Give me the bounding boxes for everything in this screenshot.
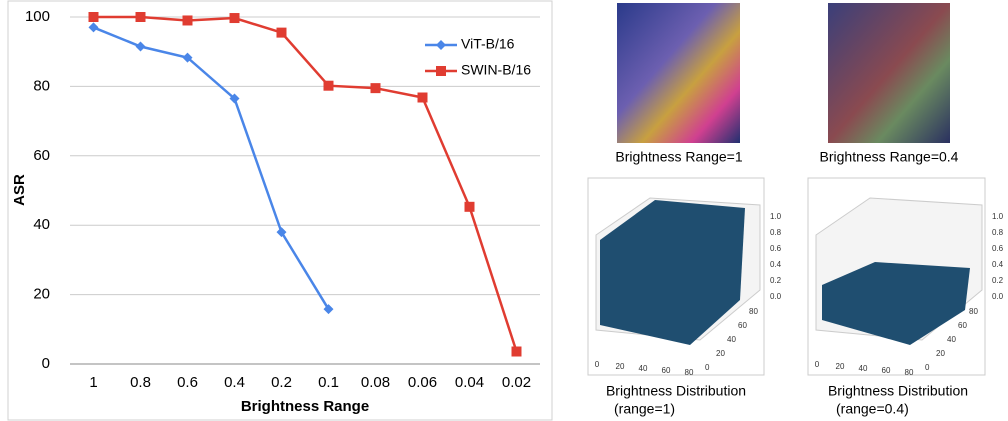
- x-tick-label: 40: [859, 364, 868, 373]
- caption: Brightness Distribution: [606, 383, 746, 399]
- marker: [464, 201, 475, 212]
- z-tick-label: 0.8: [992, 228, 1004, 237]
- marker: [370, 83, 381, 94]
- marker: [229, 93, 240, 104]
- surface: [822, 262, 970, 345]
- y-tick-label: 20: [33, 286, 50, 303]
- y-axis-title: ASR: [11, 174, 28, 206]
- z-tick-label: 0.2: [770, 276, 782, 285]
- z-tick-label: 0.6: [992, 244, 1004, 253]
- y-tick-label: 20: [716, 349, 725, 358]
- y-tick-label: 100: [25, 8, 50, 25]
- x-axis-title: Brightness Range: [241, 398, 369, 415]
- z-tick-label: 0.6: [770, 244, 782, 253]
- marker: [511, 346, 522, 357]
- z-tick-label: 0.4: [770, 260, 782, 269]
- y-tick-label: 60: [958, 321, 967, 330]
- y-tick-label: 80: [749, 307, 758, 316]
- caption: (range=0.4): [836, 401, 909, 417]
- y-tick-label: 20: [936, 349, 945, 358]
- x-tick-label: 0.08: [361, 374, 390, 391]
- marker: [88, 22, 99, 33]
- y-tick-label: 40: [727, 335, 736, 344]
- marker: [182, 15, 193, 26]
- marker: [323, 304, 334, 315]
- x-tick-label: 1: [89, 374, 97, 391]
- x-tick-label: 0: [815, 360, 820, 369]
- y-tick-label: 40: [33, 216, 50, 233]
- x-tick-label: 0.6: [177, 374, 198, 391]
- y-tick-label: 40: [947, 335, 956, 344]
- legend-label: ViT-B/16: [461, 36, 515, 52]
- x-tick-label: 60: [662, 366, 671, 375]
- x-tick-label: 0.4: [224, 374, 245, 391]
- x-tick-label: 0: [595, 360, 600, 369]
- adversarial-image: [617, 3, 740, 143]
- x-tick-label: 0.06: [408, 374, 437, 391]
- z-tick-label: 1.0: [770, 212, 782, 221]
- y-tick-label: 0: [42, 355, 50, 372]
- x-tick-label: 0.8: [130, 374, 151, 391]
- x-tick-label: 0.1: [318, 374, 339, 391]
- x-tick-label: 60: [882, 366, 891, 375]
- marker: [276, 27, 287, 38]
- y-tick-label: 60: [33, 147, 50, 164]
- x-tick-label: 40: [639, 364, 648, 373]
- marker: [323, 80, 334, 91]
- y-tick-label: 80: [33, 77, 50, 94]
- caption: (range=1): [614, 401, 675, 417]
- surface-plot: Brightness Distribution (range=1): [587, 177, 765, 417]
- x-tick-label: 80: [905, 368, 914, 377]
- marker: [135, 41, 146, 52]
- caption: Brightness Distribution: [828, 383, 968, 399]
- z-tick-label: 0.0: [770, 292, 782, 301]
- caption: Brightness Range=0.4: [820, 149, 959, 165]
- y-tick-label: 60: [738, 321, 747, 330]
- marker: [88, 12, 99, 22]
- z-tick-label: 0.4: [992, 260, 1004, 269]
- surface: [600, 200, 745, 345]
- y-tick-label: 0: [925, 363, 930, 372]
- z-tick-label: 0.2: [992, 276, 1004, 285]
- marker: [436, 66, 446, 76]
- series-line: [93, 26, 330, 310]
- marker: [135, 12, 146, 22]
- x-tick-label: 0.04: [455, 374, 484, 391]
- marker: [229, 13, 240, 24]
- y-tick-label: 80: [969, 307, 978, 316]
- z-tick-label: 0.0: [992, 292, 1004, 301]
- x-tick-label: 20: [836, 362, 845, 371]
- x-tick-label: 20: [616, 362, 625, 371]
- adversarial-image: [828, 3, 950, 143]
- z-tick-label: 0.8: [770, 228, 782, 237]
- x-tick-label: 0.02: [502, 374, 531, 391]
- marker: [436, 40, 446, 50]
- marker: [417, 92, 428, 103]
- x-tick-label: 0.2: [271, 374, 292, 391]
- marker: [182, 52, 193, 63]
- y-tick-label: 0: [705, 363, 710, 372]
- legend-label: SWIN-B/16: [461, 62, 531, 78]
- chart-frame: [7, 0, 553, 421]
- caption: Brightness Range=1: [615, 149, 742, 165]
- surface-plot: Brightness Distribution (range=0.4): [807, 177, 986, 417]
- x-tick-label: 80: [685, 368, 694, 377]
- z-tick-label: 1.0: [992, 212, 1004, 221]
- marker: [276, 227, 287, 238]
- series-line: [93, 15, 518, 352]
